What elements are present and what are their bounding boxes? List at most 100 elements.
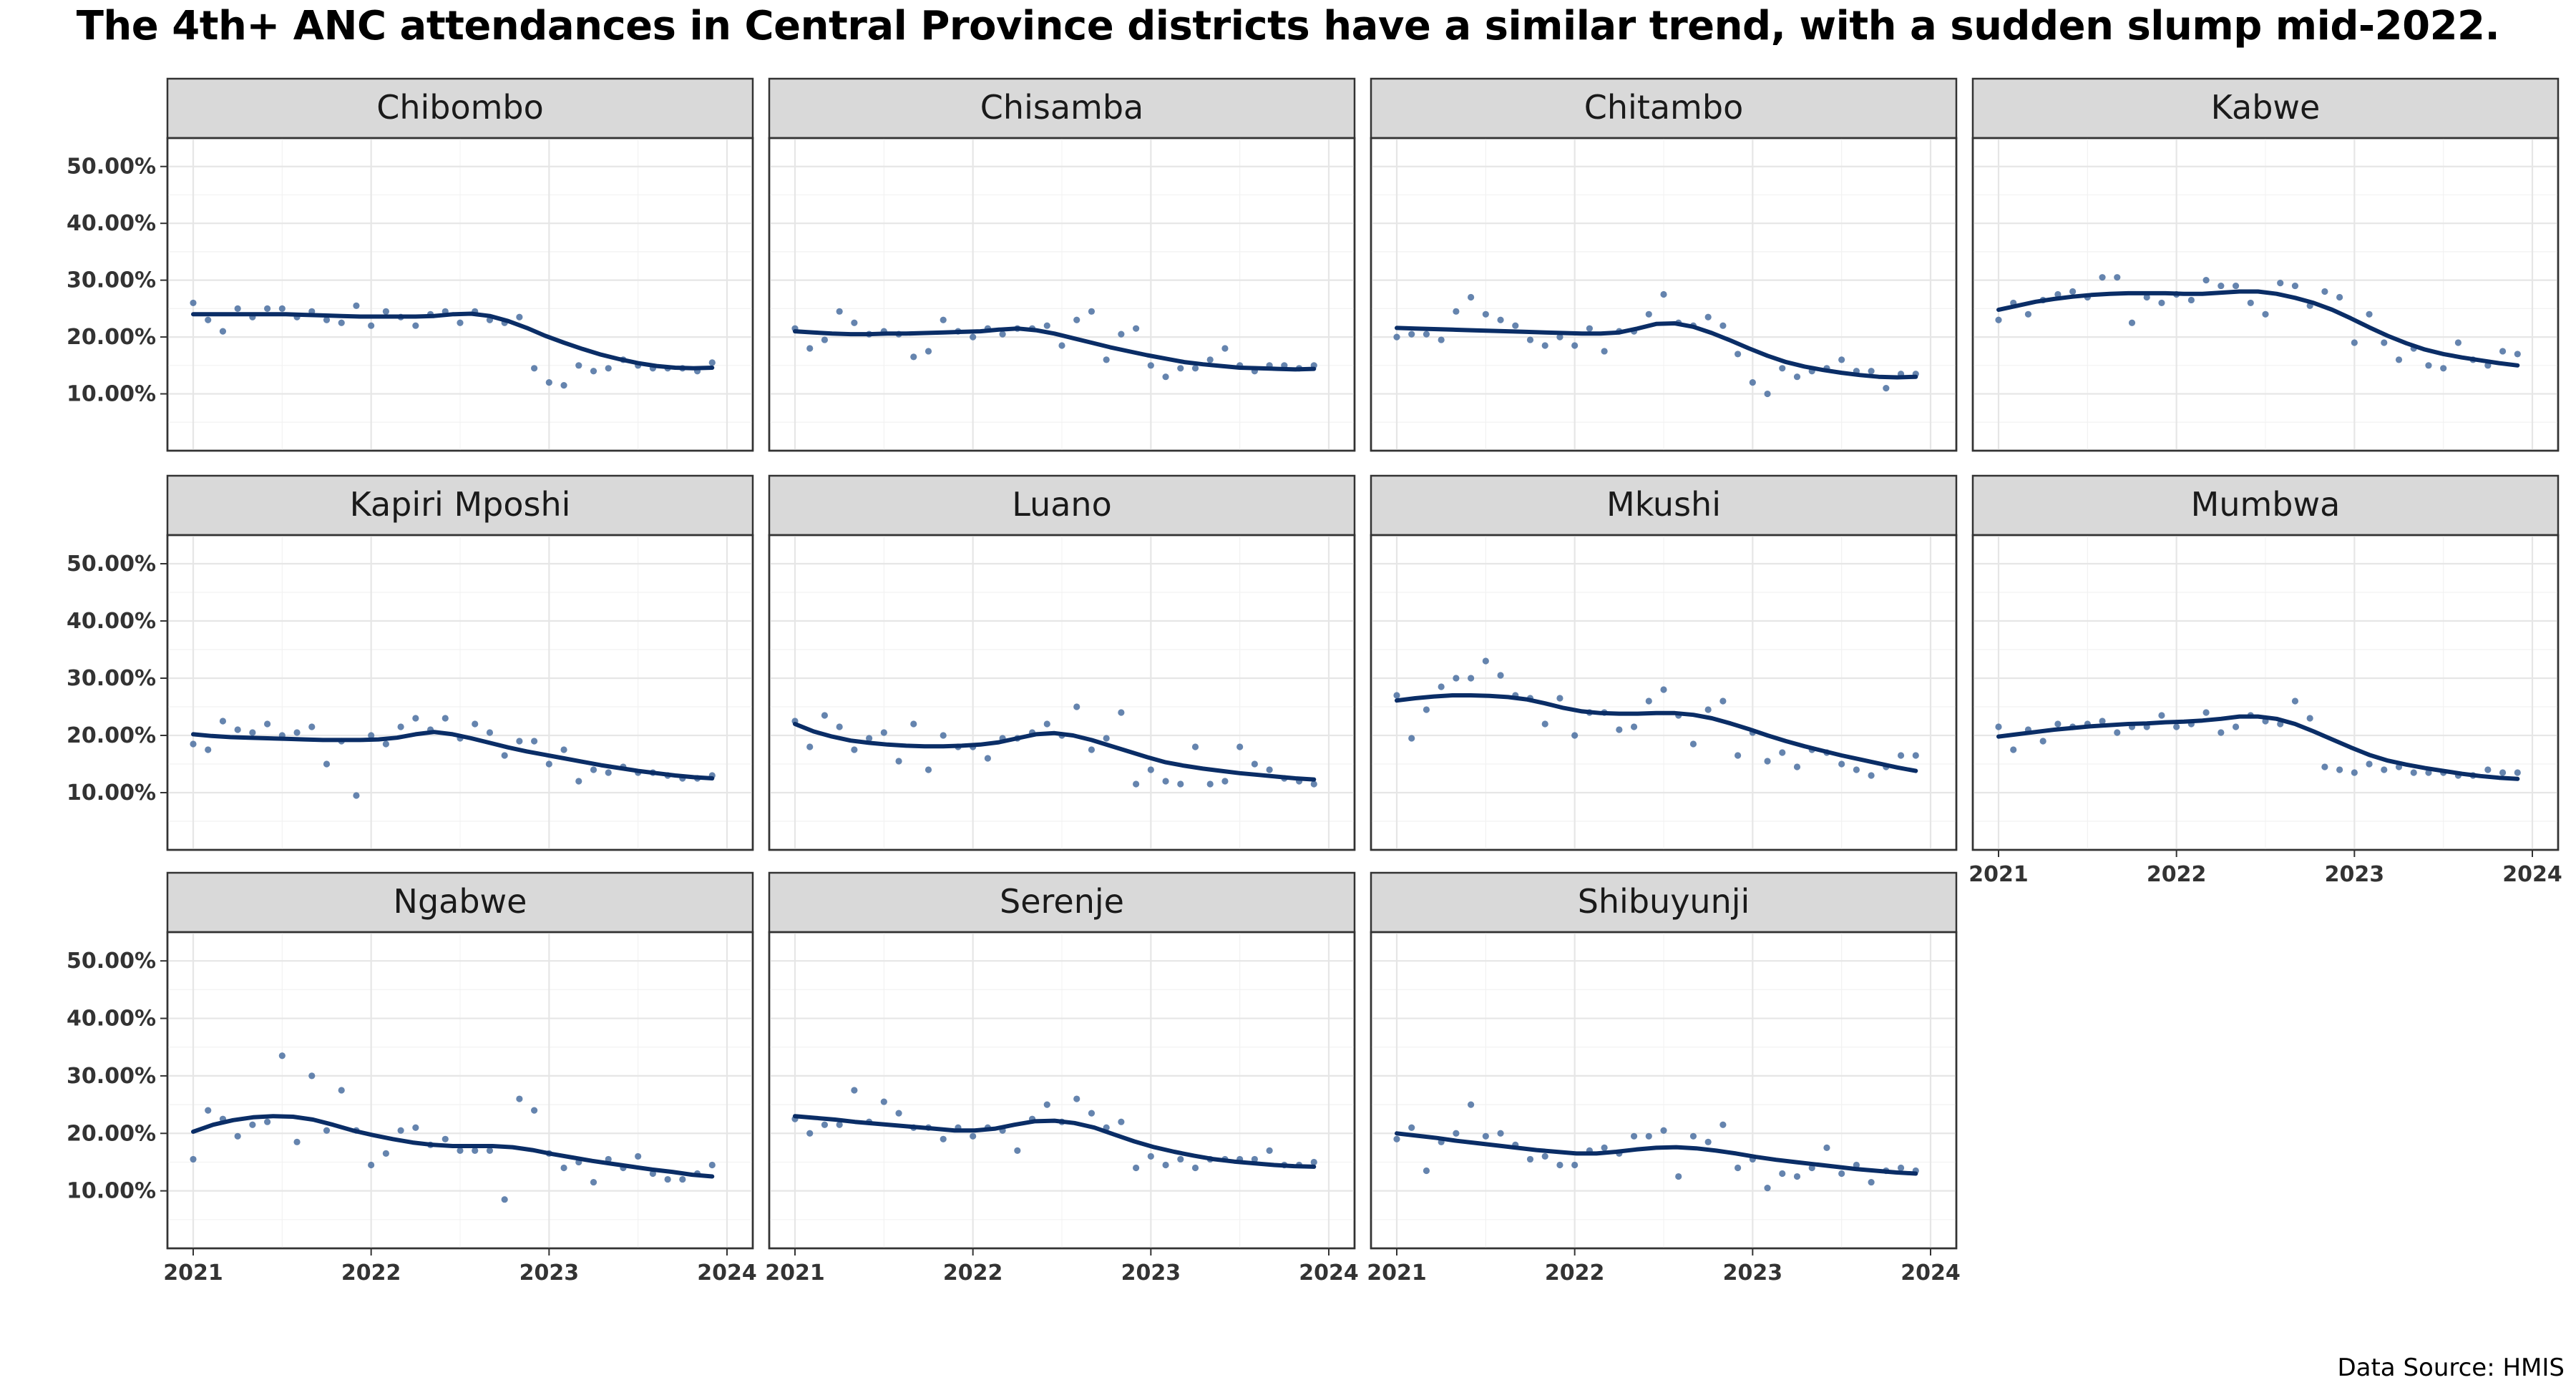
data-point <box>486 1147 494 1154</box>
data-point <box>999 331 1006 338</box>
data-point <box>1482 310 1489 318</box>
data-point <box>806 743 814 750</box>
data-point <box>531 1107 538 1114</box>
data-point <box>205 1107 212 1114</box>
data-point <box>2351 769 2358 776</box>
data-point <box>234 1132 241 1140</box>
data-point <box>338 319 345 326</box>
data-point <box>1793 373 1801 381</box>
data-point <box>806 345 814 352</box>
data-point <box>1645 1132 1652 1140</box>
y-tick-label: 40.00% <box>67 609 156 634</box>
data-point <box>1704 706 1712 713</box>
data-point <box>821 1121 829 1128</box>
data-point <box>1468 293 1475 301</box>
data-point <box>293 729 301 736</box>
y-tick-label: 50.00% <box>67 552 156 577</box>
panel-border <box>166 137 754 452</box>
y-tick-label: 10.00% <box>67 382 156 407</box>
data-point <box>1133 1164 1140 1172</box>
data-point <box>1393 692 1400 699</box>
trend-line <box>793 722 1317 782</box>
data-point <box>205 316 212 323</box>
facet-panel: Chisamba <box>768 77 1356 452</box>
data-point <box>1310 780 1317 788</box>
data-point <box>2514 769 2521 776</box>
data-point <box>1689 1132 1697 1140</box>
data-point <box>397 723 404 730</box>
x-tick-label: 2024 <box>1901 1261 1961 1286</box>
y-tick-label: 10.00% <box>67 780 156 806</box>
data-point <box>323 316 331 323</box>
data-point <box>1251 760 1258 768</box>
data-point <box>1393 333 1400 341</box>
data-point <box>1206 780 1214 788</box>
data-point <box>2440 365 2447 372</box>
data-point <box>368 1161 375 1169</box>
data-point <box>895 758 902 765</box>
x-tick-label: 2021 <box>1968 862 2029 887</box>
data-point <box>1147 362 1154 369</box>
y-tick-label: 20.00% <box>67 325 156 350</box>
data-point <box>2054 290 2062 298</box>
trend-line <box>191 730 715 780</box>
data-point <box>1779 365 1786 372</box>
data-point <box>970 1132 977 1140</box>
data-point <box>1266 1147 1273 1154</box>
facet-strip-label: Chitambo <box>1584 88 1743 127</box>
facet-strip-label: Mkushi <box>1606 485 1721 524</box>
data-point <box>605 365 612 372</box>
data-point <box>1912 752 1919 759</box>
trend-line <box>191 311 715 371</box>
data-point <box>1660 290 1667 298</box>
data-point <box>1868 1178 1875 1186</box>
data-point <box>1823 1144 1830 1151</box>
data-point <box>219 328 227 335</box>
trend-line <box>1996 714 2520 781</box>
data-point <box>2351 339 2358 346</box>
data-point <box>821 712 829 719</box>
data-point <box>1453 308 1460 315</box>
data-point <box>1793 763 1801 770</box>
data-point <box>1883 385 1890 392</box>
facet-strip-label: Serenje <box>1000 882 1124 921</box>
data-point <box>1616 726 1623 733</box>
data-point <box>1191 365 1199 372</box>
data-point <box>1482 1132 1489 1140</box>
data-point <box>323 760 331 768</box>
data-point <box>1735 351 1742 358</box>
data-point <box>278 305 286 312</box>
data-point <box>806 1130 814 1137</box>
facet-strip-label: Shibuyunji <box>1578 882 1750 921</box>
facet-strip <box>1370 77 1958 140</box>
data-point <box>1586 325 1593 332</box>
data-point <box>2381 766 2388 773</box>
data-point <box>1453 1130 1460 1137</box>
data-point <box>605 769 612 776</box>
trend-line <box>793 326 1317 372</box>
data-point <box>1719 1121 1727 1128</box>
x-tick-label: 2021 <box>1367 1261 1427 1286</box>
data-point <box>708 1161 716 1169</box>
data-point <box>1735 1164 1742 1172</box>
data-point <box>308 723 316 730</box>
data-point <box>866 735 873 742</box>
data-point <box>2499 769 2507 776</box>
data-point <box>412 1124 419 1131</box>
data-point <box>1310 1158 1317 1166</box>
data-point <box>1251 1155 1258 1163</box>
data-point <box>1393 1135 1400 1142</box>
data-point <box>1571 732 1579 739</box>
facet-strip <box>768 77 1356 140</box>
data-point <box>382 740 389 748</box>
data-point <box>2321 763 2328 770</box>
data-point <box>1058 342 1065 349</box>
data-point <box>1838 760 1845 768</box>
data-point <box>895 1110 902 1117</box>
data-point <box>234 305 241 312</box>
data-point <box>1423 1167 1430 1175</box>
data-point <box>1438 683 1445 690</box>
data-point <box>1408 331 1415 338</box>
data-point <box>2187 296 2195 304</box>
